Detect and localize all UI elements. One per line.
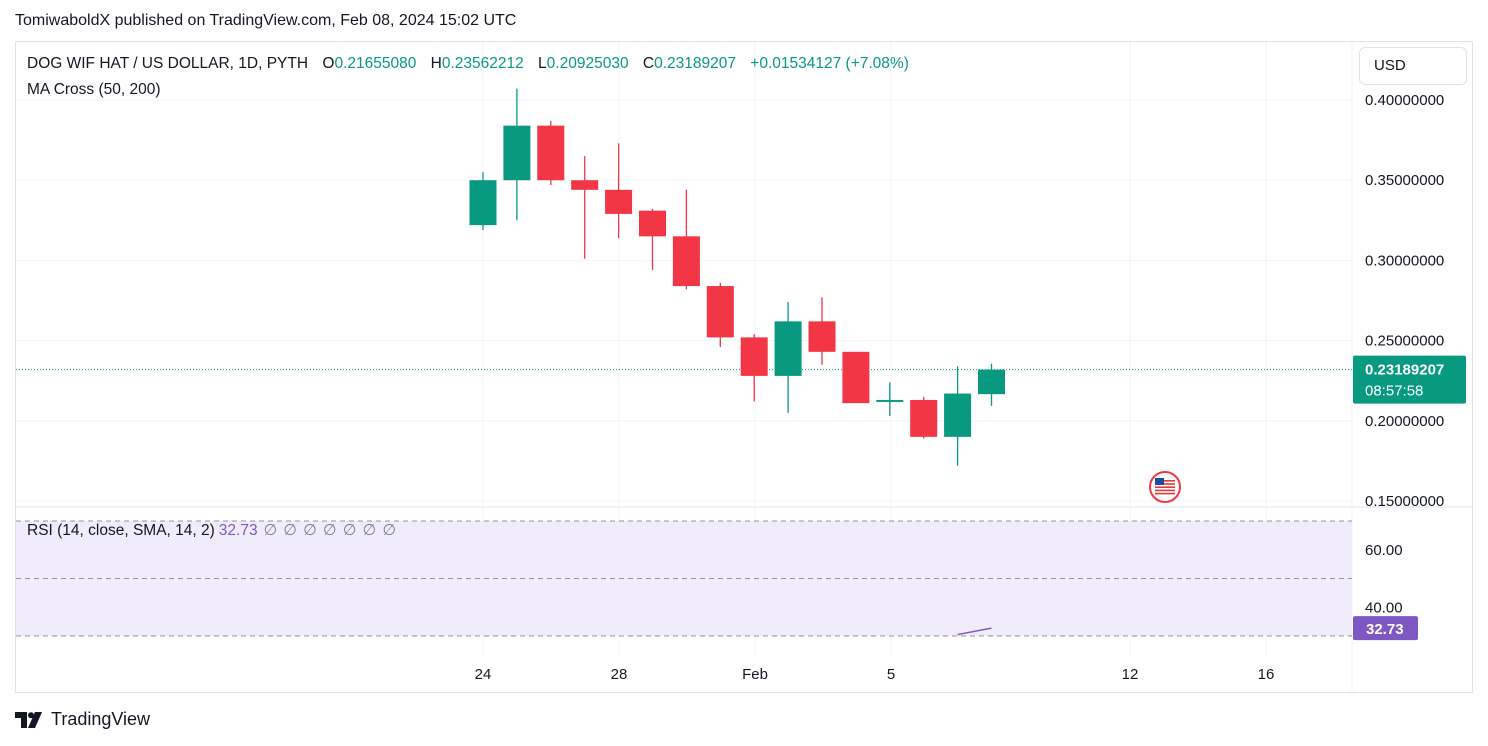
x-tick-label: 5 (887, 666, 895, 683)
high-value: 0.23562212 (441, 55, 524, 72)
y-tick-label: 0.15000000 (1365, 493, 1444, 510)
x-tick-label: 24 (475, 666, 492, 683)
us-flag-icon (1149, 471, 1181, 503)
candle-body (639, 210, 666, 237)
us-flag-stripe (1155, 492, 1175, 495)
publisher-line: TomiwaboldX published on TradingView.com… (15, 12, 517, 29)
y-tick-label: 0.25000000 (1365, 333, 1444, 350)
x-tick-label: 12 (1122, 666, 1139, 683)
us-flag-stripe (1155, 483, 1175, 485)
change-value: +0.01534127 (+7.08%) (750, 55, 909, 72)
low-key: L (538, 55, 547, 72)
rsi-tick-label: 40.00 (1365, 599, 1403, 616)
last-price-value: 0.23189207 (1365, 362, 1444, 379)
us-flag-stripe (1155, 489, 1175, 492)
x-tick-label: Feb (742, 666, 768, 683)
tradingview-logo-icon (15, 711, 42, 728)
y-tick-label: 0.20000000 (1365, 413, 1444, 430)
candle-body (978, 369, 1005, 395)
candle-body (842, 351, 870, 404)
us-flag-stripe (1155, 486, 1175, 488)
candle-body (740, 337, 768, 376)
y-tick-label: 0.30000000 (1365, 252, 1444, 269)
us-flag-stripe (1155, 480, 1175, 482)
rsi-legend[interactable]: RSI (14, close, SMA, 14, 2) 32.73 ∅ ∅ ∅ ∅ … (27, 521, 397, 540)
us-flag-canton (1155, 478, 1164, 485)
chart-frame (15, 41, 1473, 693)
high-key: H (430, 55, 442, 72)
candle-body (910, 399, 938, 437)
symbol-name[interactable]: DOG WIF HAT / US DOLLAR, 1D, PYTH (27, 55, 309, 72)
candle-body (571, 180, 599, 190)
candle-body (944, 393, 972, 437)
candle-body (706, 286, 734, 338)
open-key: O (322, 55, 335, 72)
candle-body (808, 321, 836, 352)
candle-body (672, 236, 700, 287)
rsi-legend-value: 32.73 (218, 522, 258, 539)
rsi-placeholder-values: ∅ ∅ ∅ ∅ ∅ ∅ ∅ (263, 522, 397, 539)
bar-countdown: 08:57:58 (1365, 383, 1423, 400)
candle-body (537, 125, 565, 181)
rsi-line (957, 627, 992, 636)
last-price-tag (1353, 355, 1466, 404)
x-tick-label: 16 (1258, 666, 1275, 683)
low-value: 0.20925030 (546, 55, 629, 72)
candle-body (605, 189, 633, 214)
candle-body (876, 399, 904, 402)
currency-button[interactable]: USD (1359, 47, 1467, 85)
rsi-value-tag (1353, 616, 1418, 641)
candle-body (503, 125, 531, 181)
y-tick-label: 0.40000000 (1365, 92, 1444, 109)
ma-cross-legend[interactable]: MA Cross (50, 200) (27, 81, 161, 98)
symbol-legend: DOG WIF HAT / US DOLLAR, 1D, PYTH O0.216… (27, 55, 909, 73)
rsi-tick-label: 60.00 (1365, 542, 1403, 559)
close-key: C (642, 55, 655, 72)
candle-body (774, 321, 802, 376)
x-tick-label: 28 (611, 666, 628, 683)
rsi-tag-value: 32.73 (1366, 621, 1404, 638)
close-value: 0.23189207 (654, 55, 736, 72)
y-tick-label: 0.35000000 (1365, 172, 1444, 189)
tradingview-logo[interactable]: TradingView (15, 709, 150, 730)
candle-body (469, 180, 497, 226)
open-value: 0.21655080 (334, 55, 417, 72)
rsi-label: RSI (14, close, SMA, 14, 2) (27, 522, 215, 539)
tradingview-brand: TradingView (51, 709, 151, 729)
